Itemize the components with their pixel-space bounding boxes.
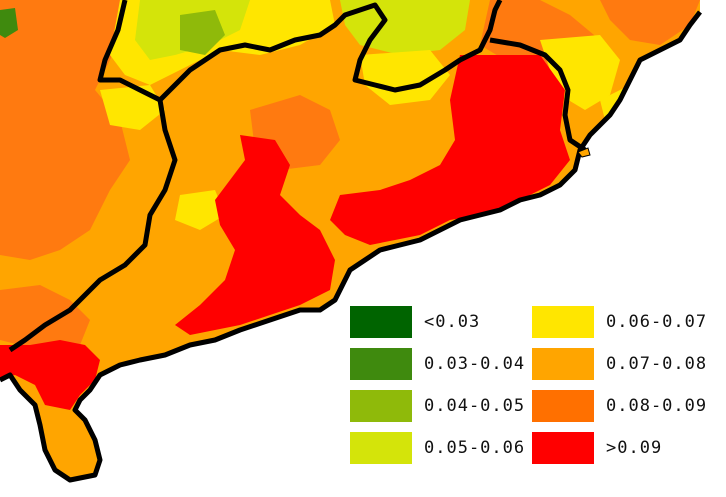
region-yellowgreen-northeast — [340, 0, 470, 55]
region-orange-east — [600, 0, 700, 45]
province-boundary-east — [489, 37, 587, 153]
region-orange-peninsula — [55, 410, 100, 475]
legend-label: 0.03-0.04 — [424, 354, 526, 374]
region-yellow-center — [175, 190, 225, 230]
province-boundary-west — [8, 99, 178, 353]
region-orange-west — [0, 0, 130, 260]
legend-swatch — [350, 348, 412, 380]
legend-label: >0.09 — [606, 438, 663, 458]
region-red-east — [330, 55, 570, 245]
legend-item: >0.09 — [532, 432, 662, 464]
province-boundary-north — [97, 0, 503, 103]
legend-swatch — [350, 390, 412, 422]
region-green-west — [0, 8, 18, 38]
island — [577, 147, 591, 158]
legend-item: 0.06-0.07 — [532, 306, 707, 338]
legend-label: 0.04-0.05 — [424, 396, 526, 416]
legend-item: 0.03-0.04 — [350, 348, 525, 380]
region-yellow-northeast — [360, 50, 450, 105]
legend-label: 0.07-0.08 — [606, 354, 708, 374]
legend-swatch — [350, 306, 412, 338]
legend-item: 0.08-0.09 — [532, 390, 707, 422]
region-red-central — [175, 135, 335, 335]
legend-swatch — [350, 432, 412, 464]
region-orange-southwest — [0, 285, 90, 350]
region-green-north — [180, 10, 225, 55]
legend-item: 0.04-0.05 — [350, 390, 525, 422]
legend-item: <0.03 — [350, 306, 480, 338]
coastline — [0, 10, 702, 483]
legend-label: 0.08-0.09 — [606, 396, 708, 416]
map-legend: <0.03 0.03-0.04 0.04-0.05 0.05-0.06 0.06-0.0… — [350, 306, 720, 466]
legend-swatch — [532, 306, 594, 338]
legend-item: 0.07-0.08 — [532, 348, 707, 380]
legend-label: 0.05-0.06 — [424, 438, 526, 458]
legend-swatch — [532, 432, 594, 464]
legend-label: 0.06-0.07 — [606, 312, 708, 332]
legend-label: <0.03 — [424, 312, 481, 332]
legend-item: 0.05-0.06 — [350, 432, 525, 464]
region-red-southwest — [0, 340, 100, 410]
legend-swatch — [532, 348, 594, 380]
legend-swatch — [532, 390, 594, 422]
